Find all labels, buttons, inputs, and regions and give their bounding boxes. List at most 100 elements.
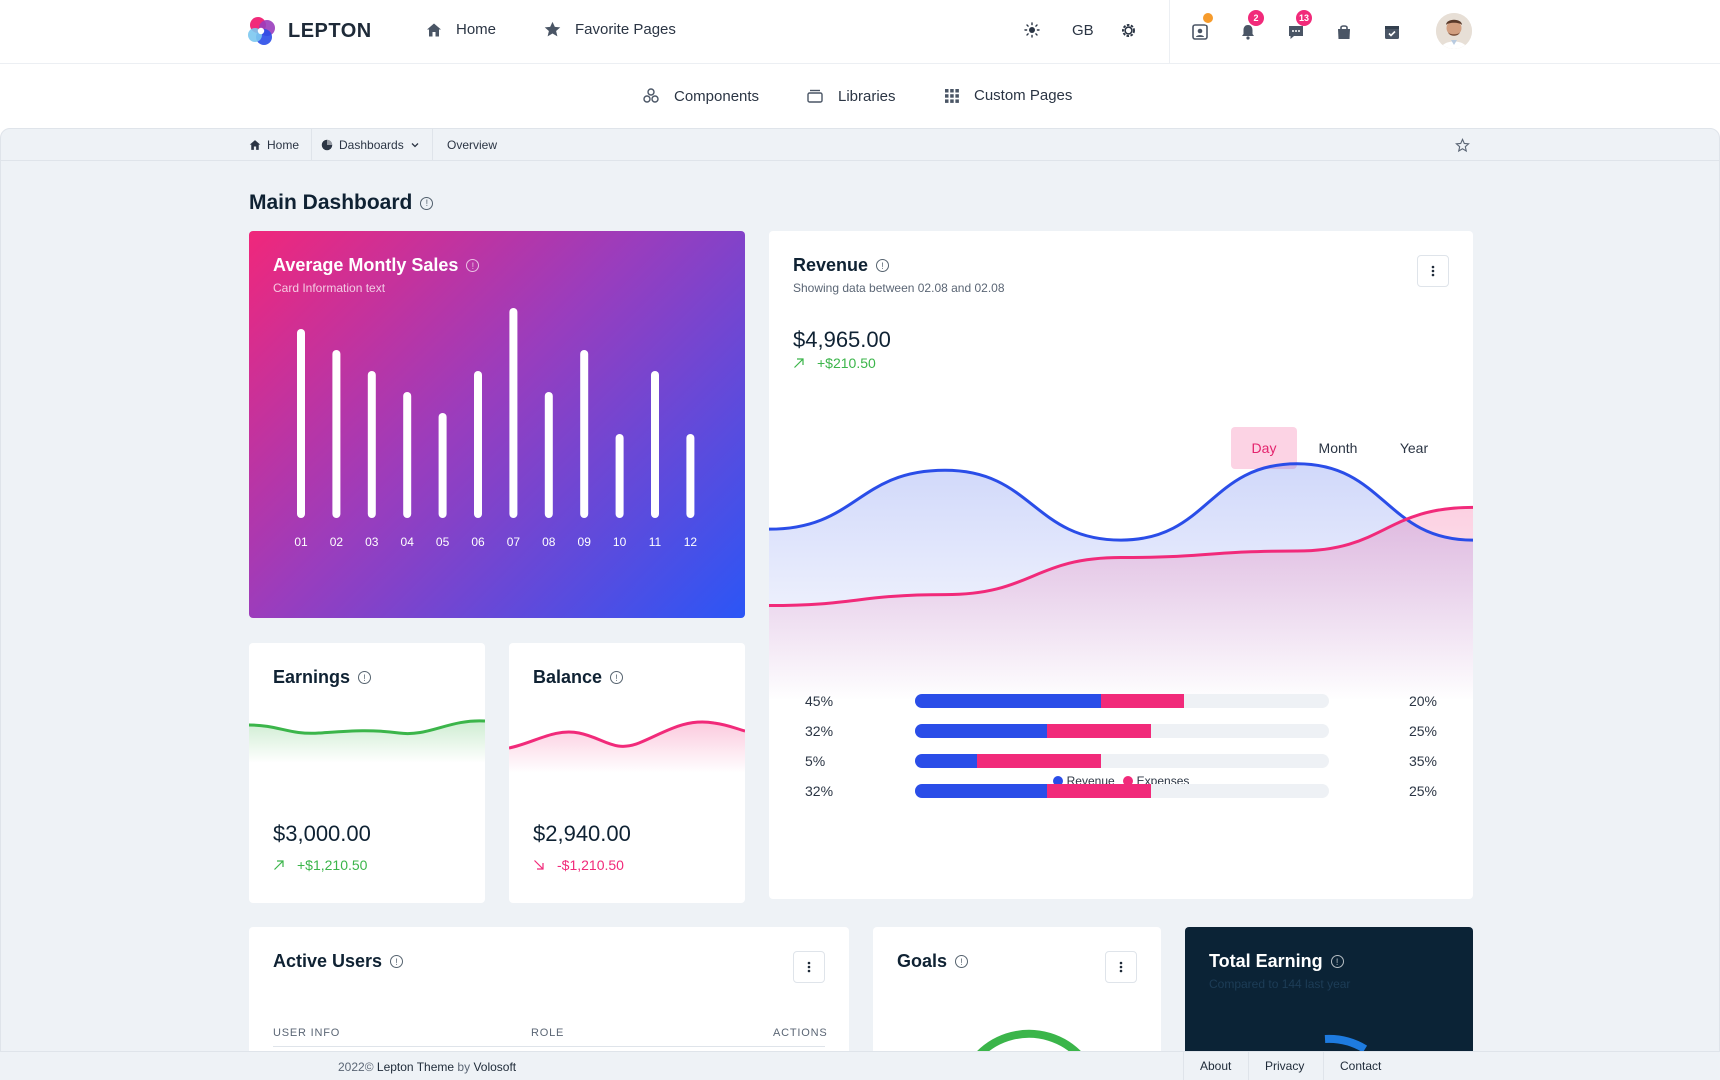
progress-row: 45% 20% [805,693,1437,709]
revenue-menu-button[interactable] [1417,255,1449,287]
breadcrumb-dashboards-label: Dashboards [339,137,404,152]
subnav-custom-pages-label: Custom Pages [974,87,1073,104]
sales-bar[interactable] [438,413,447,518]
active-users-title-text: Active Users [273,951,383,971]
period-month-button[interactable]: Month [1318,440,1358,456]
more-vertical-icon [1431,265,1435,277]
column-role[interactable]: ROLE [531,1027,565,1039]
sales-x-tick: 05 [436,535,450,549]
revenue-title-text: Revenue [793,255,869,275]
revenue-delta: +$210.50 [793,355,876,371]
period-day-button[interactable]: Day [1231,427,1297,469]
sales-bar[interactable] [544,392,553,518]
footer-about-link[interactable]: About [1183,1052,1247,1080]
calendar-icon [1385,26,1399,39]
sales-x-tick: 08 [542,535,556,549]
sales-x-tick: 07 [507,535,521,549]
column-user-info[interactable]: USER INFO [273,1027,341,1039]
progress-revenue-segment [915,694,1102,708]
progress-track [915,694,1329,708]
footer-contact-link[interactable]: Contact [1323,1052,1397,1080]
nav-home[interactable]: Home [426,21,496,38]
subnav-components[interactable]: Components [642,87,759,105]
theme-toggle[interactable] [1024,22,1040,38]
revenue-series-line[interactable] [769,462,1473,542]
sales-x-tick: 11 [649,535,662,549]
sales-bar[interactable] [474,371,482,518]
notifications-button[interactable]: 2 [1236,10,1264,44]
breadcrumb: Home Dashboards Overview [1,129,1719,161]
sun-icon [1024,22,1040,38]
period-year-button[interactable]: Year [1399,440,1429,456]
balance-sparkline [509,720,745,773]
progress-left-value: 32% [805,723,834,739]
sales-bar[interactable] [580,350,589,518]
page-footer: 2022© Lepton Theme by Volosoft About Pri… [0,1051,1720,1080]
goals-menu-button[interactable] [1105,951,1137,983]
nav-favorite-pages[interactable]: Favorite Pages [544,21,676,38]
earnings-amount: $3,000.00 [273,821,371,846]
calendar-button[interactable] [1380,20,1404,44]
subnav-libraries[interactable]: Libraries [806,87,896,105]
expenses-series-line[interactable] [769,505,1473,608]
breadcrumb-home[interactable]: Home [237,129,313,160]
sales-bar[interactable] [686,434,695,518]
progress-revenue-segment [915,724,1048,738]
earnings-card: Earnings ! $3,000.00 +$1,210.50 [249,643,485,903]
total-earning-title-text: Total Earning [1209,951,1323,971]
footer-company-link[interactable]: Volosoft [473,1060,517,1074]
progress-right-value: 25% [1408,723,1437,739]
progress-track [915,784,1329,798]
footer-privacy-link[interactable]: Privacy [1248,1052,1320,1080]
info-icon[interactable]: ! [610,671,624,684]
active-users-menu-button[interactable] [793,951,825,983]
info-icon[interactable]: ! [876,259,890,272]
settings-button[interactable] [1120,22,1137,39]
progress-left-value: 45% [805,693,834,709]
sales-bar[interactable] [403,392,412,518]
earnings-delta: +$1,210.50 [273,857,367,873]
secondary-navbar: Components Libraries Custom Pages [0,65,1720,128]
sales-bar[interactable] [615,434,624,518]
info-icon[interactable]: ! [390,955,404,968]
more-vertical-icon [807,961,811,973]
favorite-star-icon[interactable] [1455,138,1470,153]
footer-year: 2022© [338,1060,374,1074]
sales-bar[interactable] [297,329,305,518]
footer-theme-link[interactable]: Lepton Theme [376,1060,455,1074]
brand-logo[interactable]: LEPTON [246,15,372,47]
info-icon[interactable]: ! [1330,955,1344,968]
breadcrumb-dashboards[interactable]: Dashboards [309,129,433,160]
user-avatar[interactable] [1436,13,1472,49]
user-card-icon [1192,24,1208,40]
user-card-button[interactable] [1188,11,1215,44]
info-icon[interactable]: ! [466,259,480,272]
subnav-custom-pages[interactable]: Custom Pages [944,87,1072,104]
star-icon [544,21,561,37]
grid-icon [945,88,959,103]
column-actions[interactable]: ACTIONS [773,1027,828,1039]
bell-icon [1242,25,1254,40]
progress-track [915,724,1329,738]
total-earning-gauge [1324,1034,1368,1053]
info-icon[interactable]: ! [358,671,372,684]
sales-bar[interactable] [332,350,341,518]
balance-card: Balance ! $2,940.00 -$1,210.50 [509,643,745,903]
total-earning-title: Total Earning ! [1209,951,1344,972]
sales-x-tick: 01 [294,535,308,549]
messages-button[interactable]: 13 [1284,10,1313,44]
info-icon[interactable]: ! [955,955,969,968]
sales-bar[interactable] [509,308,518,518]
sales-bar[interactable] [367,371,376,518]
shop-button[interactable] [1332,20,1356,44]
language-selector[interactable]: GB [1072,22,1094,39]
progress-revenue-segment [915,784,1048,798]
top-navbar: LEPTON Home Favorite Pages GB [0,0,1720,64]
info-icon[interactable]: ! [420,196,434,210]
footer-by: by [457,1060,471,1074]
arrow-down-right-icon [534,860,544,870]
page-title-text: Main Dashboard [249,191,413,214]
table-header-divider [273,1046,825,1047]
nav-home-label: Home [456,21,497,38]
sales-bar[interactable] [651,371,659,518]
